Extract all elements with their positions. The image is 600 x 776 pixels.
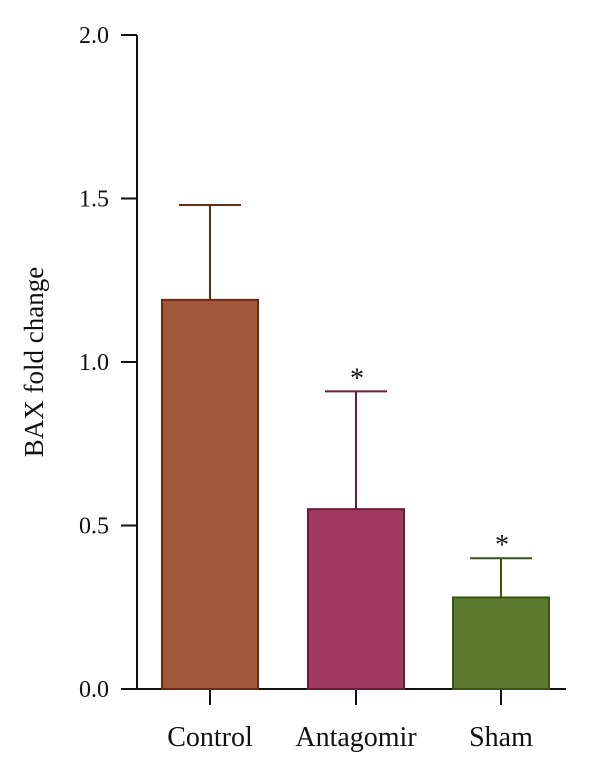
- x-tick-label: Antagomir: [295, 722, 417, 753]
- y-tick-label: 0.5: [79, 514, 109, 540]
- bar-antagomir: [307, 508, 405, 690]
- x-tick-label: Sham: [469, 722, 533, 753]
- labels: **: [350, 363, 509, 561]
- y-axis-title: BAX fold change: [19, 267, 49, 457]
- significance-marker: *: [495, 530, 509, 561]
- y-tick-label: 0.0: [79, 677, 109, 703]
- significance-marker: *: [350, 363, 364, 394]
- y-tick-label: 2.0: [79, 23, 109, 49]
- bar-sham: [452, 596, 550, 690]
- bar-control: [161, 298, 259, 690]
- x-tick-label: Control: [167, 722, 253, 753]
- y-axis: 0.0 0.5 1.0 1.5 2.0: [79, 23, 138, 703]
- x-axis: Control Antagomir Sham: [137, 688, 566, 753]
- y-tick-label: 1.5: [79, 187, 109, 213]
- error-bars: [179, 204, 532, 598]
- y-tick-label: 1.0: [79, 350, 109, 376]
